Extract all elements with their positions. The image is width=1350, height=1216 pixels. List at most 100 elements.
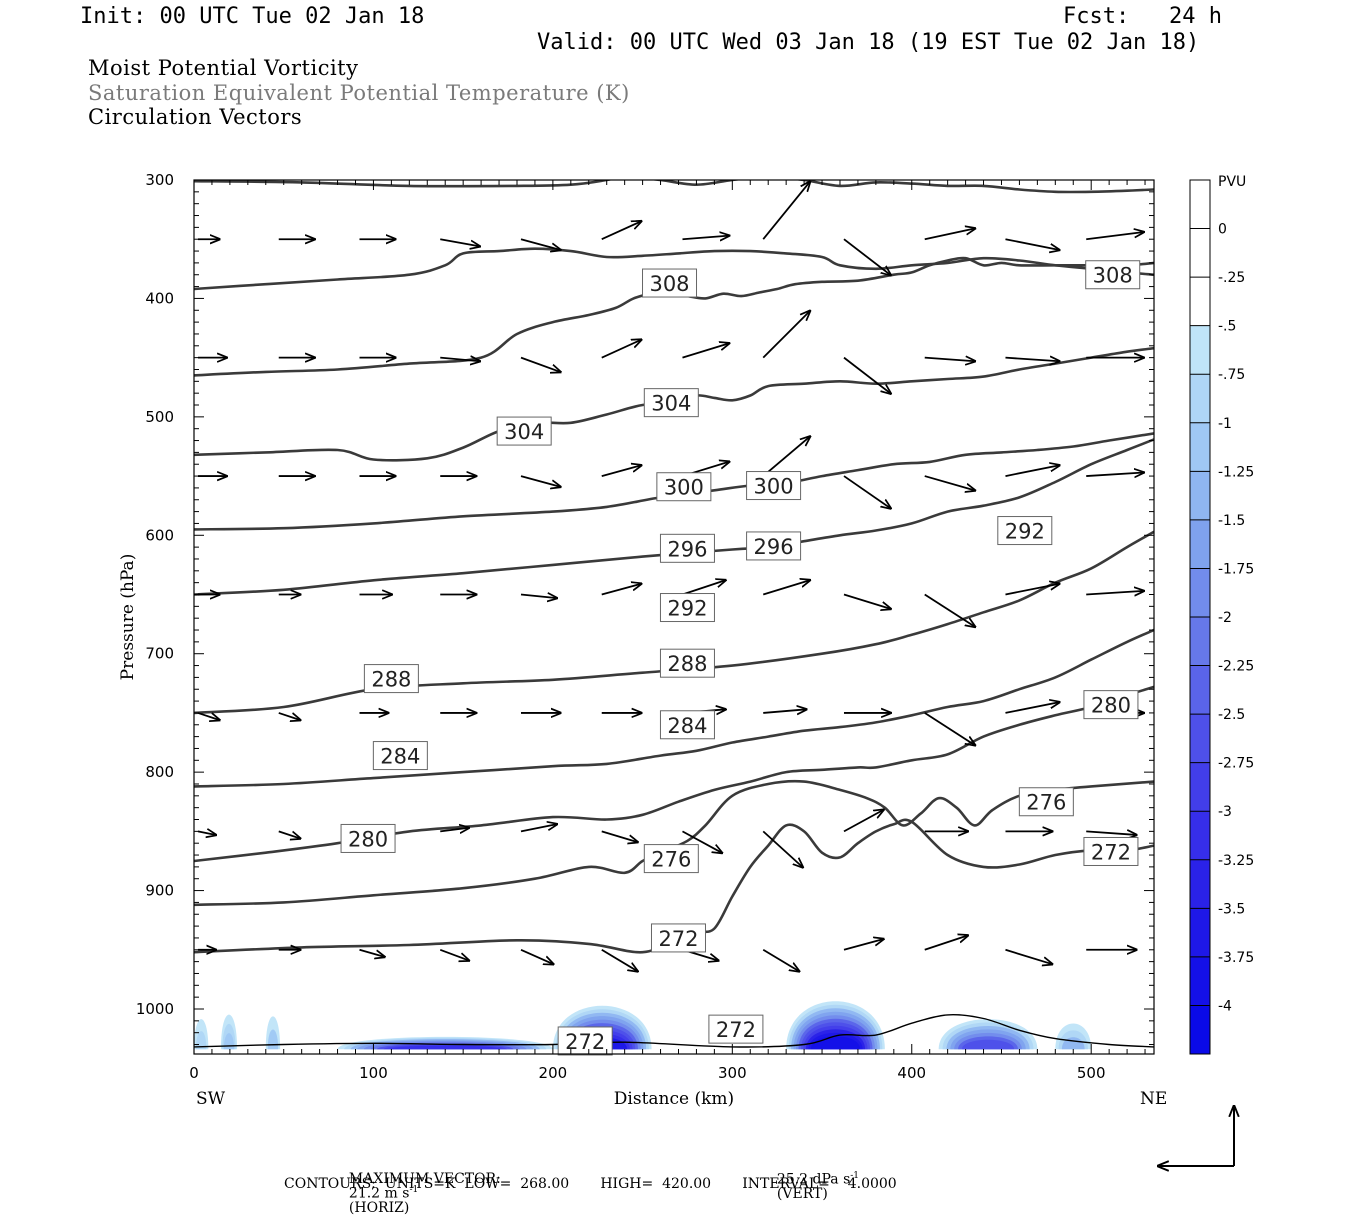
contour-280 bbox=[194, 685, 1154, 863]
vector-34 bbox=[1005, 465, 1059, 477]
x-tick-label-100: 100 bbox=[359, 1064, 388, 1082]
vector-63 bbox=[440, 828, 469, 832]
sw-label: SW bbox=[196, 1089, 226, 1109]
vector-48 bbox=[197, 712, 220, 720]
colorbar-label-5: -1.25 bbox=[1218, 464, 1254, 480]
contour-label-18: 272 bbox=[658, 927, 698, 951]
vector-65 bbox=[601, 830, 638, 842]
contour-label-15: 280 bbox=[1091, 694, 1131, 718]
contour-label-box-16 bbox=[643, 844, 699, 874]
colorbar-label-12: -3 bbox=[1218, 804, 1232, 820]
colorbar-swatch-14 bbox=[1190, 859, 1210, 909]
x-axis-label: Distance (km) bbox=[614, 1089, 734, 1109]
vector-82 bbox=[1005, 948, 1052, 964]
colorbar-swatch-5 bbox=[1190, 422, 1210, 472]
colorbar-swatch-10 bbox=[1190, 665, 1210, 715]
contour-300 bbox=[194, 346, 1154, 462]
colorbar-label-13: -3.25 bbox=[1218, 853, 1254, 869]
ne-label: NE bbox=[1140, 1089, 1167, 1109]
reference-vector bbox=[1158, 1106, 1234, 1166]
vector-49 bbox=[278, 712, 301, 720]
colorbar-label-1: -.25 bbox=[1218, 270, 1245, 286]
contour-label-13: 284 bbox=[667, 714, 707, 738]
vector-41 bbox=[601, 584, 642, 596]
contour-label-box-12 bbox=[372, 741, 428, 771]
colorbar-label-8: -2 bbox=[1218, 610, 1232, 626]
vector-68 bbox=[843, 810, 884, 833]
colorbar-label-4: -1 bbox=[1218, 416, 1232, 432]
vector-22 bbox=[1005, 358, 1059, 362]
contour-label-6: 296 bbox=[667, 537, 707, 561]
y-axis-label: Pressure (hPa) bbox=[118, 554, 138, 681]
y-tick-label-800: 800 bbox=[145, 763, 174, 781]
contour-info: CONTOURS: UNITS=K LOW= 268.00 HIGH= 420.… bbox=[284, 1176, 897, 1192]
vector-11 bbox=[1086, 232, 1144, 241]
vector-76 bbox=[520, 948, 553, 964]
y-tick-label-300: 300 bbox=[145, 171, 174, 189]
vert-exp: -1 bbox=[850, 1171, 860, 1181]
horiz-exp: -1 bbox=[409, 1185, 419, 1195]
colorbar-swatch-0 bbox=[1190, 180, 1210, 229]
vector-75 bbox=[439, 948, 469, 961]
vector-57 bbox=[924, 712, 975, 745]
vector-42 bbox=[682, 580, 725, 596]
y-tick-label-600: 600 bbox=[145, 526, 174, 544]
vector-19 bbox=[762, 311, 810, 359]
contour-label-box-18 bbox=[650, 923, 706, 953]
pv-shading bbox=[194, 1001, 1154, 1050]
vector-77 bbox=[601, 949, 638, 972]
field-title-theta: Saturation Equivalent Potential Temperat… bbox=[88, 81, 630, 105]
contour-label-box-21 bbox=[557, 1026, 613, 1056]
colorbar-label-0: 0 bbox=[1218, 222, 1227, 238]
valid-time: Valid: 00 UTC Wed 03 Jan 18 (19 EST Tue … bbox=[537, 30, 1200, 55]
contour-label-1: 308 bbox=[1093, 264, 1133, 288]
y-tick-label-500: 500 bbox=[145, 408, 174, 426]
contour-276 bbox=[194, 779, 1154, 907]
y-tick-label-400: 400 bbox=[145, 289, 174, 307]
vert-max: 25.2 dPa s bbox=[776, 1171, 851, 1188]
contour-label-box-1 bbox=[1085, 260, 1141, 290]
contour-label-8: 292 bbox=[667, 597, 707, 621]
contour-labels: 308 308 304 304 300 300 296 296 292 292 288 288 284 2… bbox=[340, 260, 1141, 1056]
vector-35 bbox=[1086, 472, 1144, 476]
contour-label-box-6 bbox=[659, 533, 715, 563]
colorbar-swatch-13 bbox=[1190, 811, 1210, 860]
contour-label-box-10 bbox=[363, 664, 419, 694]
contour-label-17: 276 bbox=[1026, 791, 1066, 815]
contour-label-box-17 bbox=[1018, 787, 1074, 817]
contour-label-7: 296 bbox=[754, 535, 794, 559]
colorbar-label-3: -.75 bbox=[1218, 367, 1245, 383]
colorbar-swatch-3 bbox=[1190, 325, 1210, 375]
vector-6 bbox=[682, 236, 729, 240]
contour-label-16: 276 bbox=[651, 848, 691, 872]
axis-ticks: 300 400 500 600 700 800 900 1000 0 100 200 300 400 50… bbox=[136, 171, 1154, 1082]
vector-10 bbox=[1005, 238, 1059, 250]
vector-17 bbox=[601, 340, 642, 359]
contour-label-4: 300 bbox=[664, 476, 704, 500]
colorbar-swatch-1 bbox=[1190, 228, 1210, 278]
vector-55 bbox=[763, 709, 806, 713]
colorbar-label-11: -2.75 bbox=[1218, 756, 1254, 772]
vector-3 bbox=[440, 238, 480, 246]
contour-label-box-19 bbox=[1083, 836, 1139, 866]
contour-312 bbox=[194, 180, 1154, 194]
contour-label-box-13 bbox=[659, 710, 715, 740]
vector-81 bbox=[924, 935, 968, 951]
colorbar-swatch-17 bbox=[1190, 1005, 1210, 1054]
horiz-max: 21.2 m s bbox=[348, 1185, 410, 1202]
vector-44 bbox=[843, 593, 891, 608]
max-vector-label: MAXIMUM VECTOR: bbox=[348, 1171, 501, 1187]
colorbar-label-14: -3.5 bbox=[1218, 901, 1245, 917]
horiz-unit: (HORIZ) bbox=[348, 1199, 410, 1216]
contour-label-19: 272 bbox=[1091, 840, 1131, 864]
vector-47 bbox=[1086, 591, 1144, 595]
vector-33 bbox=[924, 475, 975, 490]
colorbar-swatch-4 bbox=[1190, 374, 1210, 423]
colorbar-swatch-8 bbox=[1190, 568, 1210, 617]
contour-label-3: 304 bbox=[504, 420, 544, 444]
field-title-vectors: Circulation Vectors bbox=[88, 105, 303, 129]
colorbar-swatch-16 bbox=[1190, 956, 1210, 1006]
contour-label-12: 284 bbox=[380, 745, 420, 769]
contour-label-box-4 bbox=[656, 472, 712, 502]
vector-20 bbox=[843, 356, 891, 394]
